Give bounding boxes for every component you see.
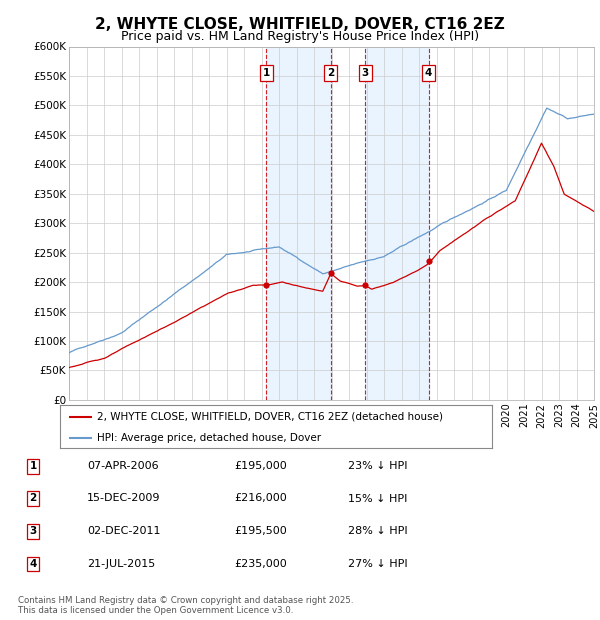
Text: 2: 2 bbox=[327, 68, 334, 78]
Text: £195,500: £195,500 bbox=[234, 526, 287, 536]
Text: 07-APR-2006: 07-APR-2006 bbox=[87, 461, 158, 471]
Text: 27% ↓ HPI: 27% ↓ HPI bbox=[348, 559, 407, 569]
Text: Contains HM Land Registry data © Crown copyright and database right 2025.
This d: Contains HM Land Registry data © Crown c… bbox=[18, 596, 353, 615]
Text: 3: 3 bbox=[361, 68, 369, 78]
Text: 3: 3 bbox=[29, 526, 37, 536]
Text: 28% ↓ HPI: 28% ↓ HPI bbox=[348, 526, 407, 536]
Text: £235,000: £235,000 bbox=[234, 559, 287, 569]
Text: Price paid vs. HM Land Registry's House Price Index (HPI): Price paid vs. HM Land Registry's House … bbox=[121, 30, 479, 43]
Text: 4: 4 bbox=[29, 559, 37, 569]
Text: 2, WHYTE CLOSE, WHITFIELD, DOVER, CT16 2EZ: 2, WHYTE CLOSE, WHITFIELD, DOVER, CT16 2… bbox=[95, 17, 505, 32]
Text: 15-DEC-2009: 15-DEC-2009 bbox=[87, 494, 161, 503]
Text: 2, WHYTE CLOSE, WHITFIELD, DOVER, CT16 2EZ (detached house): 2, WHYTE CLOSE, WHITFIELD, DOVER, CT16 2… bbox=[97, 412, 443, 422]
Bar bbox=[266, 46, 331, 400]
Text: 23% ↓ HPI: 23% ↓ HPI bbox=[348, 461, 407, 471]
Text: 15% ↓ HPI: 15% ↓ HPI bbox=[348, 494, 407, 503]
Text: 21-JUL-2015: 21-JUL-2015 bbox=[87, 559, 155, 569]
Text: £195,000: £195,000 bbox=[234, 461, 287, 471]
Text: 4: 4 bbox=[425, 68, 433, 78]
Bar bbox=[365, 46, 428, 400]
Text: 1: 1 bbox=[263, 68, 270, 78]
Text: £216,000: £216,000 bbox=[234, 494, 287, 503]
Text: 2: 2 bbox=[29, 494, 37, 503]
Text: HPI: Average price, detached house, Dover: HPI: Average price, detached house, Dove… bbox=[97, 433, 321, 443]
Text: 02-DEC-2011: 02-DEC-2011 bbox=[87, 526, 161, 536]
Text: 1: 1 bbox=[29, 461, 37, 471]
